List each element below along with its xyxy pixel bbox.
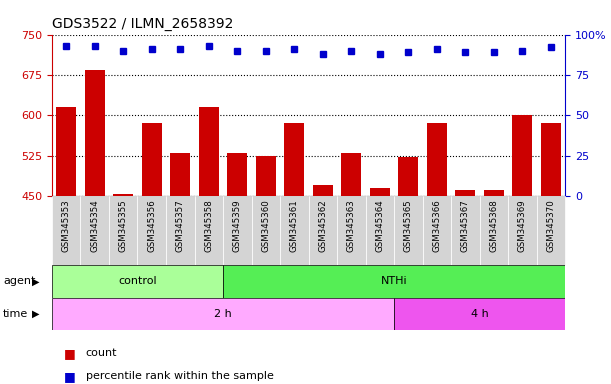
Bar (194, 196, 223, 265)
Text: ▶: ▶ (32, 309, 39, 319)
Bar (223, 265, 565, 298)
Text: ■: ■ (64, 370, 80, 383)
Bar (227, 153, 247, 384)
Text: ▶: ▶ (32, 276, 39, 286)
Bar (109, 196, 137, 265)
Bar (394, 196, 423, 265)
Bar (427, 123, 447, 384)
Bar (81, 196, 109, 265)
Bar (170, 153, 190, 384)
Bar (394, 298, 565, 330)
Bar (52, 265, 223, 298)
Text: GDS3522 / ILMN_2658392: GDS3522 / ILMN_2658392 (52, 17, 233, 31)
Text: GSM345367: GSM345367 (461, 199, 470, 252)
Bar (536, 196, 565, 265)
Text: GSM345362: GSM345362 (318, 199, 327, 252)
Text: 4 h: 4 h (470, 309, 489, 319)
Text: count: count (86, 348, 117, 358)
Bar (56, 107, 76, 384)
Bar (423, 196, 451, 265)
Bar (398, 157, 419, 384)
Text: GSM345364: GSM345364 (375, 199, 384, 252)
Bar (223, 196, 252, 265)
Text: GSM345357: GSM345357 (176, 199, 185, 252)
Bar (370, 188, 390, 384)
Text: GSM345353: GSM345353 (62, 199, 71, 252)
Bar (484, 190, 504, 384)
Bar (480, 196, 508, 265)
Bar (52, 196, 81, 265)
Text: GSM345369: GSM345369 (518, 199, 527, 252)
Text: GSM345355: GSM345355 (119, 199, 128, 252)
Bar (284, 123, 304, 384)
Text: GSM345359: GSM345359 (233, 199, 242, 252)
Bar (252, 196, 280, 265)
Text: control: control (118, 276, 157, 286)
Bar (85, 70, 104, 384)
Text: GSM345361: GSM345361 (290, 199, 299, 252)
Bar (113, 194, 133, 384)
Bar (513, 115, 532, 384)
Bar (199, 107, 219, 384)
Text: percentile rank within the sample: percentile rank within the sample (86, 371, 273, 381)
Bar (142, 123, 162, 384)
Text: GSM345360: GSM345360 (262, 199, 270, 252)
Text: ■: ■ (64, 347, 80, 360)
Bar (166, 196, 194, 265)
Bar (451, 196, 480, 265)
Text: GSM345370: GSM345370 (546, 199, 555, 252)
Text: GSM345363: GSM345363 (347, 199, 356, 252)
Bar (455, 190, 475, 384)
Text: GSM345366: GSM345366 (433, 199, 441, 252)
Bar (342, 153, 361, 384)
Text: GSM345365: GSM345365 (404, 199, 413, 252)
Text: agent: agent (3, 276, 35, 286)
Text: GSM345368: GSM345368 (489, 199, 499, 252)
Bar (313, 185, 333, 384)
Bar (256, 156, 276, 384)
Text: 2 h: 2 h (214, 309, 232, 319)
Text: GSM345356: GSM345356 (147, 199, 156, 252)
Text: GSM345358: GSM345358 (204, 199, 213, 252)
Bar (541, 123, 561, 384)
Bar (137, 196, 166, 265)
Bar (309, 196, 337, 265)
Text: time: time (3, 309, 28, 319)
Text: GSM345354: GSM345354 (90, 199, 99, 252)
Bar (508, 196, 536, 265)
Text: NTHi: NTHi (381, 276, 408, 286)
Bar (337, 196, 365, 265)
Bar (280, 196, 309, 265)
Bar (365, 196, 394, 265)
Bar (52, 298, 394, 330)
